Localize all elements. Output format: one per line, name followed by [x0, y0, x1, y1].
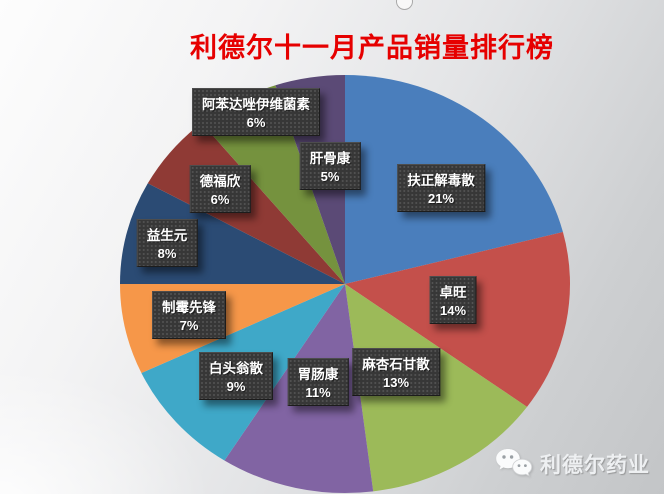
slice-label-percent: 9%: [226, 379, 246, 394]
slice-label-name: 肝骨康: [309, 151, 351, 166]
slice-label-name: 卓旺: [439, 285, 467, 300]
slice-label: 白头翁散 9%: [199, 352, 273, 400]
slice-label-name: 德福欣: [199, 174, 241, 189]
slice-label-name: 扶正解毒散: [407, 173, 475, 188]
slice-label: 肝骨康 5%: [299, 142, 361, 190]
slice-label: 胃肠康 11%: [287, 358, 349, 406]
slice-label-name: 益生元: [146, 228, 188, 243]
slice-label-name: 阿苯达唑伊维菌素: [202, 97, 310, 112]
slice-label: 德福欣 6%: [189, 165, 251, 213]
slice-label: 扶正解毒散 21%: [397, 164, 485, 212]
slice-label-percent: 6%: [246, 115, 266, 130]
slice-label: 阿苯达唑伊维菌素 6%: [192, 88, 320, 136]
chart-title: 利德尔十一月产品销量排行榜: [190, 33, 554, 63]
slice-label-name: 白头翁散: [209, 361, 263, 376]
slice-label-percent: 21%: [427, 191, 455, 206]
slice-label: 制霉先锋 7%: [152, 291, 226, 339]
brand-name: 利德尔药业: [540, 454, 650, 477]
slice-label-percent: 6%: [210, 192, 230, 207]
slice-label-name: 麻杏石甘散: [362, 357, 430, 372]
slice-label-percent: 13%: [382, 375, 410, 390]
slice-label-percent: 11%: [305, 385, 331, 400]
slice-label-name: 胃肠康: [297, 367, 339, 382]
slice-label-percent: 5%: [320, 169, 340, 184]
slice-label-percent: 7%: [179, 318, 199, 333]
slice-label-percent: 14%: [439, 303, 467, 318]
slice-label: 麻杏石甘散 13%: [352, 348, 440, 396]
wechat-icon: [496, 449, 533, 477]
brand-watermark: 利德尔药业: [495, 448, 650, 480]
slice-label-name: 制霉先锋: [162, 300, 216, 315]
slice-label: 卓旺 14%: [429, 276, 477, 324]
slice-label: 益生元 8%: [136, 219, 198, 267]
slice-label-percent: 8%: [157, 246, 177, 261]
